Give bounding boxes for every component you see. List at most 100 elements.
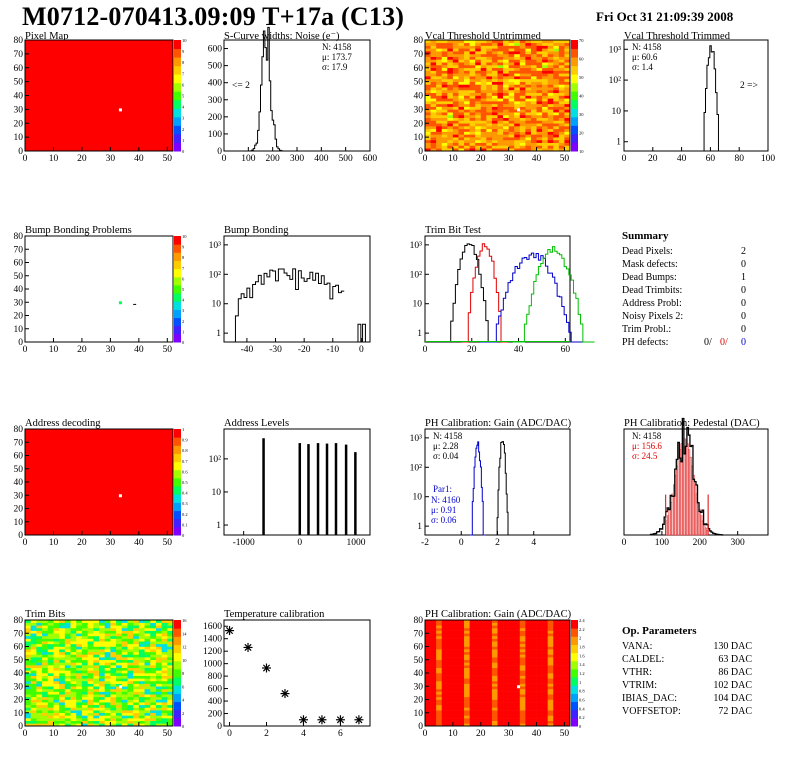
heatmap-cell: [64, 649, 71, 653]
chart-ph-pedestal: PH Calibration: Pedestal (DAC)0 100 200 300…: [622, 417, 769, 548]
heatmap-cell: [93, 702, 100, 706]
heatmap-cell: [503, 84, 509, 88]
heatmap-cell: [436, 145, 443, 149]
heatmap-cell: [542, 81, 548, 85]
heatmap-cell: [497, 59, 504, 63]
heatmap-cell: [469, 92, 476, 96]
palette-label: 50: [579, 75, 584, 80]
chart-address-decoding: Address decoding00.10.20.30.40.50.60.70.…: [14, 418, 189, 548]
heatmap-cell: [150, 646, 157, 650]
heatmap-cell: [519, 139, 526, 143]
heatmap-cell: [497, 702, 504, 706]
heatmap-cell: [503, 117, 509, 121]
heatmap-cell: [497, 84, 504, 88]
heatmap-cell: [93, 670, 100, 674]
heatmap-cell: [441, 641, 448, 645]
heatmap-cell: [514, 641, 521, 645]
heatmap-cell: [542, 109, 548, 113]
heatmap-cell: [138, 704, 145, 708]
heatmap-cell: [36, 651, 43, 655]
heatmap-cell: [530, 51, 537, 55]
heatmap-cell: [491, 106, 498, 110]
heatmap-cell: [76, 620, 83, 623]
heatmap-cell: [76, 667, 83, 671]
heatmap-cell: [447, 89, 454, 94]
heatmap-cell: [553, 51, 560, 55]
heatmap-cell: [464, 662, 470, 666]
heatmap-cell: [138, 691, 145, 695]
heatmap-cell: [25, 723, 31, 727]
heatmap-cell: [42, 646, 49, 650]
heatmap-cell: [53, 683, 60, 687]
heatmap-cell: [150, 696, 157, 700]
heatmap-cell: [47, 651, 54, 655]
heatmap-cell: [425, 70, 431, 74]
heatmap-cell: [508, 673, 515, 676]
heatmap-cell: [452, 134, 459, 138]
x-tick-label: -2: [421, 538, 429, 548]
heatmap-cell: [486, 646, 493, 650]
heatmap-cell: [452, 78, 459, 82]
heatmap-cell: [469, 45, 476, 49]
op-parameter-value: 63 DAC: [718, 654, 752, 665]
heatmap-cell: [519, 696, 526, 700]
heatmap-cell: [436, 48, 443, 52]
heatmap-cell: [452, 704, 459, 708]
heatmap-cell: [121, 641, 128, 645]
heatmap-cell: [70, 702, 77, 706]
heatmap-cell: [127, 651, 134, 655]
heatmap-cell: [138, 686, 145, 690]
heatmap-cell: [475, 710, 482, 714]
dead-pixel: [118, 685, 122, 689]
heatmap-cell: [497, 103, 504, 107]
heatmap-cell: [553, 651, 560, 655]
heatmap-cell: [475, 128, 482, 132]
heatmap-cell: [486, 680, 493, 684]
heatmap-cell: [430, 657, 437, 661]
heatmap-cell: [430, 120, 437, 124]
heatmap-cell: [469, 704, 476, 708]
heatmap-cell: [503, 638, 509, 642]
heatmap-cell: [542, 673, 548, 676]
palette-cell: [174, 284, 181, 294]
palette-label: 1: [579, 680, 581, 685]
heatmap-cell: [553, 45, 560, 49]
chart-title: Temperature calibration: [224, 609, 325, 620]
palette-label: 4: [182, 298, 185, 303]
heatmap-cell: [447, 73, 454, 77]
heatmap-cell: [469, 673, 476, 676]
heatmap-cell: [59, 667, 66, 671]
heatmap-cell: [553, 81, 560, 85]
heatmap-cell: [70, 625, 77, 629]
heatmap-cell: [76, 720, 83, 724]
heatmap-cell: [475, 620, 482, 623]
heatmap-cell: [430, 662, 437, 666]
heatmap-cell: [547, 117, 554, 121]
heatmap-cell: [30, 654, 37, 658]
heatmap-cell: [564, 48, 571, 52]
heatmap-cell: [486, 134, 493, 138]
heatmap-cell: [530, 718, 537, 721]
heatmap-cell: [144, 678, 151, 682]
heatmap-cell: [486, 620, 493, 623]
heatmap-cell: [519, 699, 526, 703]
heatmap-cell: [36, 678, 43, 682]
heatmap-cell: [542, 691, 548, 695]
heatmap-cell: [558, 683, 565, 687]
heatmap-cell: [508, 641, 515, 645]
heatmap-cell: [93, 620, 100, 623]
heatmap-cell: [116, 646, 123, 650]
heatmap-cell: [464, 670, 470, 674]
heatmap-cell: [36, 707, 43, 711]
palette-cell: [571, 57, 578, 67]
pedestal-fit-bin: [704, 527, 707, 536]
heatmap-cell: [99, 680, 105, 684]
heatmap-cell: [447, 59, 454, 63]
heatmap-cell: [542, 680, 548, 684]
heatmap-cell: [70, 710, 77, 714]
op-parameter-value: 130 DAC: [713, 641, 752, 652]
heatmap-cell: [519, 95, 526, 99]
heatmap-cell: [458, 718, 465, 721]
heatmap-cell: [525, 630, 532, 634]
heatmap-cell: [36, 688, 43, 692]
